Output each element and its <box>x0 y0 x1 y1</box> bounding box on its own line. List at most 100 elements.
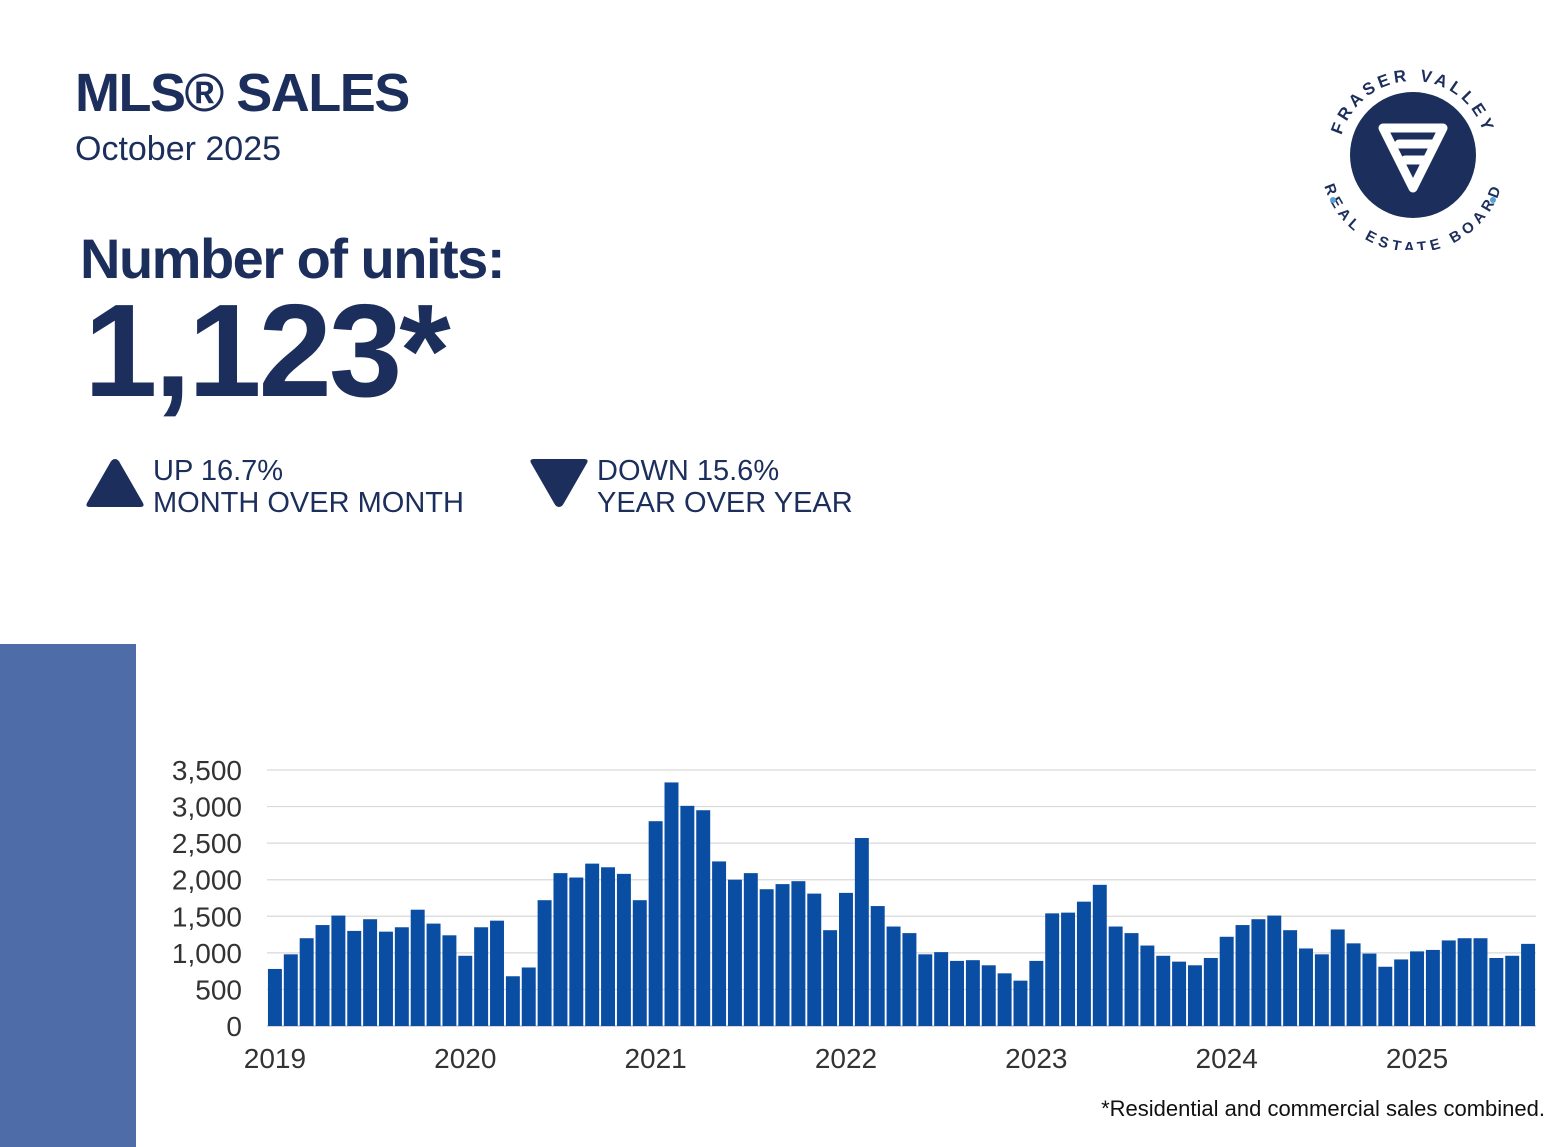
bar <box>839 892 853 1026</box>
bar <box>664 782 679 1026</box>
bar <box>1140 945 1155 1026</box>
bar <box>1156 955 1171 1026</box>
bar <box>1314 954 1329 1026</box>
bar <box>267 968 282 1026</box>
bar <box>1441 940 1456 1026</box>
y-tick-label: 2,000 <box>172 865 242 896</box>
bar <box>616 873 631 1026</box>
bar <box>1108 926 1123 1026</box>
mom-caption: MONTH OVER MONTH <box>153 487 464 519</box>
bar <box>1410 951 1425 1026</box>
chart-gridlines <box>267 769 1536 1027</box>
bar <box>1378 966 1393 1026</box>
bar <box>1013 980 1028 1026</box>
y-tick-label: 3,500 <box>172 755 242 786</box>
bar <box>1219 936 1234 1026</box>
bar <box>712 861 727 1026</box>
x-tick-label: 2019 <box>244 1043 306 1074</box>
up-triangle-icon <box>86 459 144 507</box>
y-tick-label: 1,500 <box>172 901 242 932</box>
x-tick-label: 2022 <box>815 1043 877 1074</box>
bar <box>1457 938 1472 1026</box>
x-tick-label: 2023 <box>1005 1043 1067 1074</box>
x-tick-label: 2025 <box>1386 1043 1448 1074</box>
bar <box>886 926 901 1026</box>
bar <box>759 889 774 1026</box>
bar <box>1045 913 1060 1026</box>
bar <box>363 919 378 1026</box>
bar <box>632 900 647 1026</box>
logo-dot-right <box>1490 197 1496 203</box>
bar <box>1473 938 1488 1026</box>
bar <box>1505 955 1520 1026</box>
units-value: 1,123* <box>84 277 451 424</box>
fraser-valley-real-estate-board-logo: FRASER VALLEY REAL ESTATE BOARD <box>1320 66 1502 250</box>
bar <box>331 915 346 1026</box>
bar <box>807 893 822 1026</box>
bar <box>442 935 457 1026</box>
bar <box>505 976 520 1026</box>
bar <box>950 960 964 1026</box>
bar <box>997 973 1012 1026</box>
bar <box>680 805 695 1026</box>
bar <box>537 900 552 1026</box>
bar <box>648 821 663 1026</box>
bar <box>1362 953 1377 1026</box>
bar <box>1267 915 1282 1026</box>
bar <box>601 867 616 1026</box>
y-tick-label: 2,500 <box>172 828 242 859</box>
bar <box>965 960 980 1026</box>
bar <box>918 954 933 1026</box>
units-label: Number of units: <box>80 227 505 290</box>
bar <box>553 873 568 1026</box>
bar <box>1251 919 1266 1026</box>
chart-bars <box>267 782 1536 1026</box>
bar <box>854 838 869 1026</box>
bar <box>791 881 806 1026</box>
bar <box>1425 949 1440 1026</box>
bar <box>1187 965 1202 1026</box>
bar <box>569 877 584 1026</box>
bar <box>1489 957 1504 1026</box>
bar <box>1394 959 1409 1026</box>
bar <box>1092 884 1107 1026</box>
bar <box>823 930 838 1026</box>
bar <box>934 952 949 1026</box>
bar <box>1235 925 1250 1026</box>
yoy-change: DOWN 15.6% <box>597 455 780 487</box>
bar <box>426 923 441 1026</box>
bar <box>775 884 790 1026</box>
bar <box>1172 961 1187 1026</box>
bar <box>1283 930 1298 1026</box>
bar <box>378 931 393 1026</box>
bar <box>1076 901 1091 1026</box>
decorative-side-band <box>0 644 136 1147</box>
bar <box>727 879 742 1026</box>
page-title: MLS® SALES <box>75 63 410 123</box>
bar <box>1330 929 1345 1026</box>
x-tick-label: 2021 <box>624 1043 686 1074</box>
yoy-caption: YEAR OVER YEAR <box>597 487 853 519</box>
bar <box>696 810 711 1026</box>
bar <box>521 967 536 1026</box>
bar <box>1061 912 1076 1026</box>
bar <box>490 920 504 1026</box>
bar <box>870 906 885 1026</box>
bar <box>981 965 996 1026</box>
chart-x-axis: 2019 2020 2021 2022 2023 2024 2025 <box>244 1043 1448 1074</box>
bar <box>1346 943 1361 1026</box>
year-over-year-stat: DOWN 15.6% YEAR OVER YEAR <box>527 455 853 519</box>
mom-change: UP 16.7% <box>153 455 284 487</box>
bar <box>1029 960 1044 1026</box>
y-tick-label: 500 <box>195 974 242 1005</box>
month-over-month-stat: UP 16.7% MONTH OVER MONTH <box>83 455 464 519</box>
bar <box>299 938 314 1026</box>
logo-dot-left <box>1330 197 1336 203</box>
y-tick-label: 0 <box>226 1011 242 1042</box>
y-tick-label: 3,000 <box>172 792 242 823</box>
bar <box>1124 933 1139 1026</box>
bar <box>283 954 298 1026</box>
bar <box>394 927 409 1026</box>
bar <box>1299 948 1313 1026</box>
